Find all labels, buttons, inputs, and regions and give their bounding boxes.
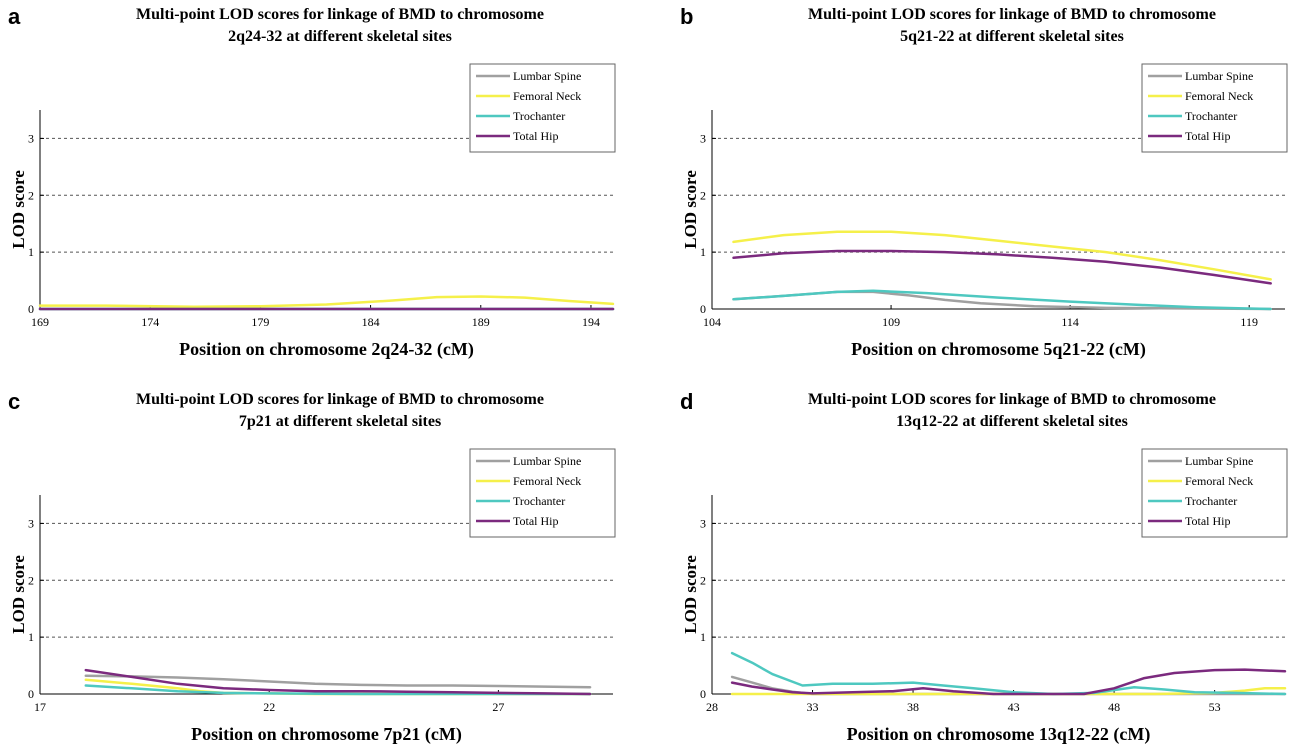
y-tick-label: 2	[28, 188, 34, 202]
x-tick-label: 17	[34, 700, 46, 714]
legend-label: Femoral Neck	[1185, 474, 1253, 488]
y-axis-label: LOD score	[681, 555, 700, 634]
legend-label: Trochanter	[1185, 109, 1237, 123]
chart-panel-d: d Multi-point LOD scores for linkage of …	[672, 385, 1312, 755]
chart-title: Multi-point LOD scores for linkage of BM…	[60, 4, 620, 48]
y-tick-label: 1	[700, 245, 706, 259]
chart-title-line1: Multi-point LOD scores for linkage of BM…	[136, 391, 544, 408]
legend-label: Total Hip	[1185, 129, 1231, 143]
chart-title-line1: Multi-point LOD scores for linkage of BM…	[136, 6, 544, 23]
chart-title-line2: 5q21-22 at different skeletal sites	[900, 28, 1124, 45]
x-tick-label: 109	[882, 315, 900, 329]
x-tick-label: 184	[362, 315, 380, 329]
x-tick-label: 27	[492, 700, 504, 714]
panel-letter: b	[680, 4, 694, 29]
y-tick-label: 3	[28, 516, 34, 530]
y-axis-label: LOD score	[681, 170, 700, 249]
x-tick-label: 104	[703, 315, 721, 329]
y-tick-label: 2	[700, 573, 706, 587]
x-axis-label: Position on chromosome 2q24-32 (cM)	[179, 339, 474, 360]
panel-letter: c	[8, 389, 21, 414]
legend-label: Total Hip	[1185, 514, 1231, 528]
y-tick-label: 0	[28, 302, 34, 316]
y-tick-label: 1	[28, 245, 34, 259]
x-tick-label: 43	[1008, 700, 1020, 714]
chart-title-line2: 7p21 at different skeletal sites	[238, 413, 442, 430]
x-tick-label: 48	[1108, 700, 1120, 714]
y-tick-label: 2	[28, 573, 34, 587]
chart-panel-c: c Multi-point LOD scores for linkage of …	[0, 385, 640, 755]
legend-label: Femoral Neck	[1185, 89, 1253, 103]
chart-title-line1: Multi-point LOD scores for linkage of BM…	[808, 6, 1216, 23]
legend-label: Femoral Neck	[513, 89, 581, 103]
y-tick-label: 0	[700, 687, 706, 701]
series-line	[732, 249, 1272, 285]
chart-title: Multi-point LOD scores for linkage of BM…	[60, 389, 620, 433]
line-chart: 0 1 2 3 169 174 179 184 189 194 Position on chromo…	[9, 63, 616, 360]
line-chart: 0 1 2 3 104 109 114 119 Position on chromosome 5…	[681, 63, 1288, 360]
x-tick-label: 114	[1061, 315, 1079, 329]
x-tick-label: 53	[1209, 700, 1221, 714]
x-tick-label: 189	[472, 315, 490, 329]
x-tick-label: 174	[141, 315, 159, 329]
legend-label: Total Hip	[513, 514, 559, 528]
series-line	[730, 668, 1287, 696]
y-axis-label: LOD score	[9, 555, 28, 634]
legend-label: Total Hip	[513, 129, 559, 143]
chart-title-line2: 13q12-22 at different skeletal sites	[896, 413, 1128, 430]
y-tick-label: 2	[700, 188, 706, 202]
x-tick-label: 28	[706, 700, 718, 714]
legend-label: Femoral Neck	[513, 474, 581, 488]
y-tick-label: 3	[700, 516, 706, 530]
y-tick-label: 3	[28, 131, 34, 145]
series-line	[84, 684, 592, 696]
legend-label: Trochanter	[1185, 494, 1237, 508]
legend-label: Lumbar Spine	[513, 69, 581, 83]
series-line	[84, 668, 592, 696]
legend-label: Lumbar Spine	[1185, 69, 1253, 83]
legend-label: Lumbar Spine	[513, 454, 581, 468]
legend-label: Trochanter	[513, 109, 565, 123]
series-line	[732, 230, 1272, 281]
x-tick-label: 179	[251, 315, 269, 329]
x-tick-label: 22	[263, 700, 275, 714]
chart-title-line1: Multi-point LOD scores for linkage of BM…	[808, 391, 1216, 408]
chart-title-line2: 2q24-32 at different skeletal sites	[228, 28, 452, 45]
x-tick-label: 33	[807, 700, 819, 714]
x-tick-label: 38	[907, 700, 919, 714]
y-axis-label: LOD score	[9, 170, 28, 249]
chart-title: Multi-point LOD scores for linkage of BM…	[732, 4, 1292, 48]
series-line	[38, 295, 615, 308]
legend-box	[1141, 448, 1288, 538]
x-axis-label: Position on chromosome 5q21-22 (cM)	[851, 339, 1146, 360]
x-tick-label: 194	[582, 315, 600, 329]
legend-box	[469, 63, 616, 153]
x-tick-label: 119	[1240, 315, 1258, 329]
chart-panel-a: a Multi-point LOD scores for linkage of …	[0, 0, 640, 368]
y-tick-label: 0	[700, 302, 706, 316]
legend-label: Trochanter	[513, 494, 565, 508]
x-tick-label: 169	[31, 315, 49, 329]
legend-box	[1141, 63, 1288, 153]
chart-panel-b: b Multi-point LOD scores for linkage of …	[672, 0, 1312, 368]
x-axis-label: Position on chromosome 7p21 (cM)	[191, 724, 462, 745]
legend-label: Lumbar Spine	[1185, 454, 1253, 468]
panel-letter: d	[680, 389, 694, 414]
y-tick-label: 1	[700, 630, 706, 644]
legend-box	[469, 448, 616, 538]
y-tick-label: 3	[700, 131, 706, 145]
chart-title: Multi-point LOD scores for linkage of BM…	[732, 389, 1292, 433]
panel-letter: a	[8, 4, 21, 29]
series-line	[730, 687, 1287, 696]
y-tick-label: 0	[28, 687, 34, 701]
series-line	[732, 289, 1272, 311]
line-chart: 0 1 2 3 17 22 27 Position on chromosome 7p21 (c…	[9, 448, 616, 745]
y-tick-label: 1	[28, 630, 34, 644]
series-line	[730, 651, 1287, 696]
x-axis-label: Position on chromosome 13q12-22 (cM)	[847, 724, 1151, 745]
series-line	[84, 674, 592, 689]
